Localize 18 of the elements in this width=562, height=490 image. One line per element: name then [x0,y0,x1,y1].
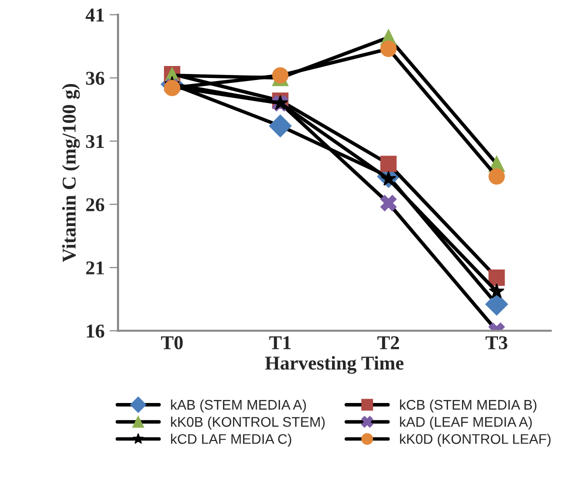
x-axis-title: Harvesting Time [265,356,404,374]
y-axis-title: Vitamin C (mg/100 g) [62,84,80,262]
y-tick-label: 21 [86,261,104,274]
x-tick-label: T1 [269,336,291,350]
legend-label: kK0B (KONTROL STEM) [171,416,325,430]
y-tick-label: 16 [86,324,104,338]
legend-label: kCB (STEM MEDIA B) [400,400,536,412]
legend-label: kAD (LEAF MEDIA A) [400,416,532,430]
legend-label: kCD LAF MEDIA C) [171,434,292,447]
x-tick-label: T0 [161,336,183,350]
y-tick-label: 31 [86,134,104,148]
x-tick-label: T2 [377,336,399,350]
y-tick-label: 26 [86,198,104,212]
y-tick-label: 36 [86,72,104,85]
legend-label: kAB (STEM MEDIA A) [171,400,306,412]
y-tick-label: 41 [86,8,104,22]
x-tick-label: T3 [486,336,508,350]
legend-label: kK0D (KONTROL LEAF) [400,434,551,447]
